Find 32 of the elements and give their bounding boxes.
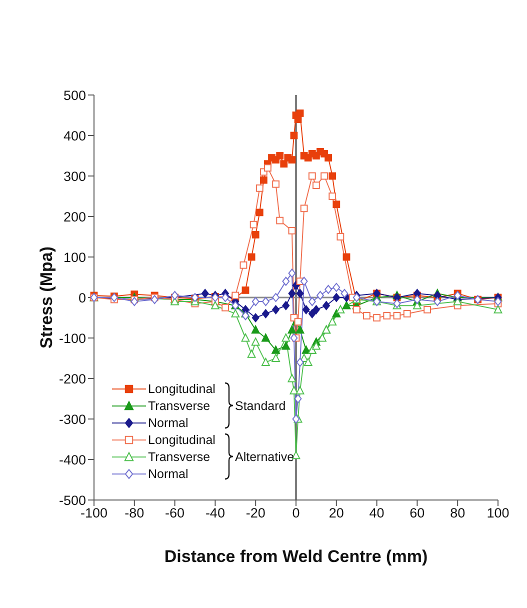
y-tick-label: -500 [58,492,86,508]
y-tick-label: 300 [63,168,86,184]
x-tick-label: 100 [486,506,510,521]
y-tick-label: 400 [63,128,86,144]
x-tick-label: -60 [165,506,185,521]
x-axis-title: Distance from Weld Centre (mm) [164,547,428,566]
y-tick-label: 100 [63,250,86,265]
x-tick-label: 80 [450,506,466,521]
y-tick-label: 200 [63,209,86,224]
legend-label: Normal [148,466,188,480]
y-tick-label: 0 [78,290,86,306]
y-tick-label: -400 [58,452,86,468]
y-tick-label: -100 [58,330,86,346]
x-tick-label: 40 [369,506,384,521]
x-tick-label: -20 [246,506,266,521]
x-tick-label: -100 [80,506,108,521]
x-tick-label: 0 [292,506,300,521]
legend-label: Longitudinal [148,382,216,396]
x-tick-label: 60 [410,506,425,521]
y-tick-label: 500 [63,88,86,103]
x-tick-label: -80 [124,506,144,521]
annotation: Alternative [235,450,294,464]
legend-label: Normal [148,416,188,430]
legend-label: Transverse [148,398,210,412]
legend-label: Longitudinal [148,432,216,446]
x-tick-label: 20 [328,506,344,521]
x-tick-label: -40 [205,506,225,521]
y-axis-title: Stress (Mpa) [37,246,56,349]
y-tick-label: -200 [58,371,86,386]
y-tick-label: -300 [58,412,86,427]
legend-label: Transverse [148,450,210,464]
annotation: Standard [235,398,286,412]
